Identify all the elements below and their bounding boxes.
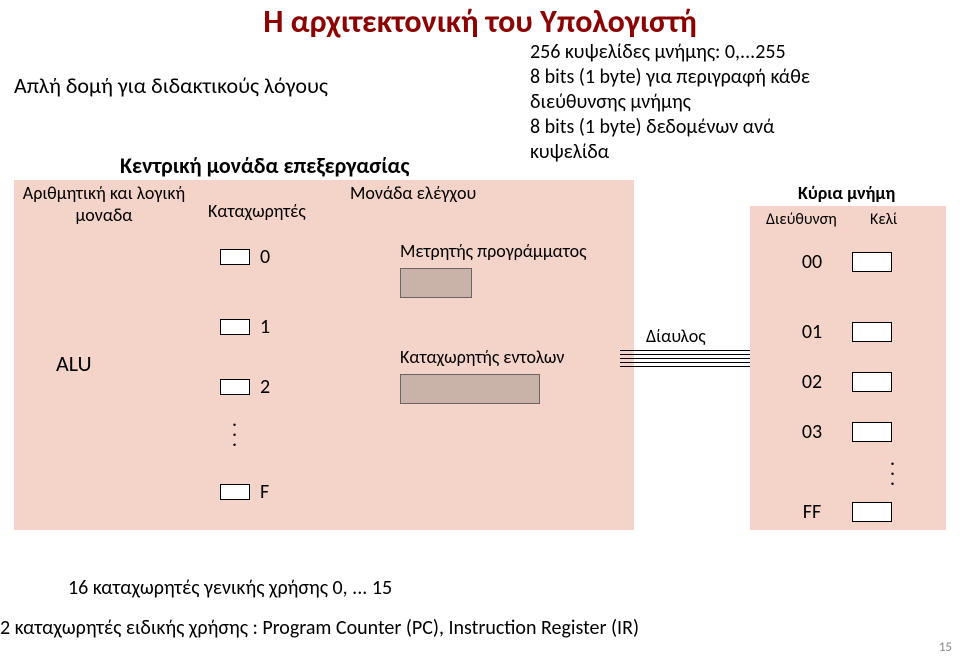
register-box xyxy=(220,249,250,265)
footer-line-2: 2 καταχωρητές ειδικής χρήσης : Program C… xyxy=(0,616,639,640)
memory-row-03: 03 xyxy=(792,420,892,444)
memory-address: 03 xyxy=(792,420,832,444)
registers-label: Καταχωρητές xyxy=(208,200,306,222)
memory-row-FF: FF xyxy=(792,500,892,524)
register-box xyxy=(220,319,250,335)
program-counter-box xyxy=(400,268,472,298)
bus-lines xyxy=(620,350,750,370)
cpu-title: Κεντρική μονάδα επεξεργασίας xyxy=(120,152,409,179)
info-line-2: 8 bits (1 byte) για περιγραφή κάθε xyxy=(530,65,810,90)
register-label: 2 xyxy=(260,375,270,399)
memory-cell xyxy=(852,422,892,442)
memory-cell xyxy=(852,322,892,342)
instruction-register-label: Καταχωρητής εντολων xyxy=(400,346,564,368)
register-label: 1 xyxy=(260,315,270,339)
memory-row-00: 00 xyxy=(792,250,892,274)
bus-label: Δίαυλος xyxy=(646,325,706,347)
info-line-4: 8 bits (1 byte) δεδομένων ανά xyxy=(530,115,810,140)
alu-text: ALU xyxy=(56,350,92,377)
instruction-register-box xyxy=(400,374,540,404)
info-line-5: κυψελίδα xyxy=(530,140,810,165)
register-label: F xyxy=(260,480,269,504)
register-row-2: 2 xyxy=(220,375,270,399)
page-number: 15 xyxy=(939,640,952,655)
register-dots: ... xyxy=(232,415,237,445)
info-line-1: 256 κυψελίδες μνήμης: 0,...255 xyxy=(530,40,810,65)
memory-address: 00 xyxy=(792,250,832,274)
footer-line-1: 16 καταχωρητές γενικής χρήσης 0, ... 15 xyxy=(68,576,392,600)
register-label: 0 xyxy=(260,245,270,269)
alu-label-line2: μοναδα xyxy=(76,204,133,226)
memory-cell xyxy=(852,252,892,272)
info-line-3: διεύθυνσης μνήμης xyxy=(530,90,810,115)
register-box xyxy=(220,379,250,395)
page-title: Η αρχιτεκτονική του Υπολογιστή xyxy=(0,2,960,41)
memory-title: Κύρια μνήμη xyxy=(798,182,895,204)
memory-cell xyxy=(852,502,892,522)
control-unit-label: Μονάδα ελέγχου xyxy=(350,182,476,204)
program-counter-label: Μετρητής προγράμματος xyxy=(400,240,587,262)
memory-header-cell: Κελί xyxy=(870,210,897,229)
subtitle-left: Απλή δομή για διδακτικούς λόγους xyxy=(14,72,328,99)
register-row-F: F xyxy=(220,480,269,504)
memory-dots: ... xyxy=(890,454,895,484)
memory-cell xyxy=(852,372,892,392)
alu-label: Αριθμητική και λογική μοναδα xyxy=(14,182,194,226)
register-row-1: 1 xyxy=(220,315,270,339)
memory-info-block: 256 κυψελίδες μνήμης: 0,...255 8 bits (1… xyxy=(530,40,810,165)
memory-address: 02 xyxy=(792,370,832,394)
memory-row-02: 02 xyxy=(792,370,892,394)
memory-row-01: 01 xyxy=(792,320,892,344)
register-row-0: 0 xyxy=(220,245,270,269)
memory-address: 01 xyxy=(792,320,832,344)
memory-address: FF xyxy=(792,500,832,524)
memory-header-address: Διεύθυνση xyxy=(766,210,837,229)
register-box xyxy=(220,484,250,500)
alu-label-line1: Αριθμητική και λογική xyxy=(23,182,185,204)
